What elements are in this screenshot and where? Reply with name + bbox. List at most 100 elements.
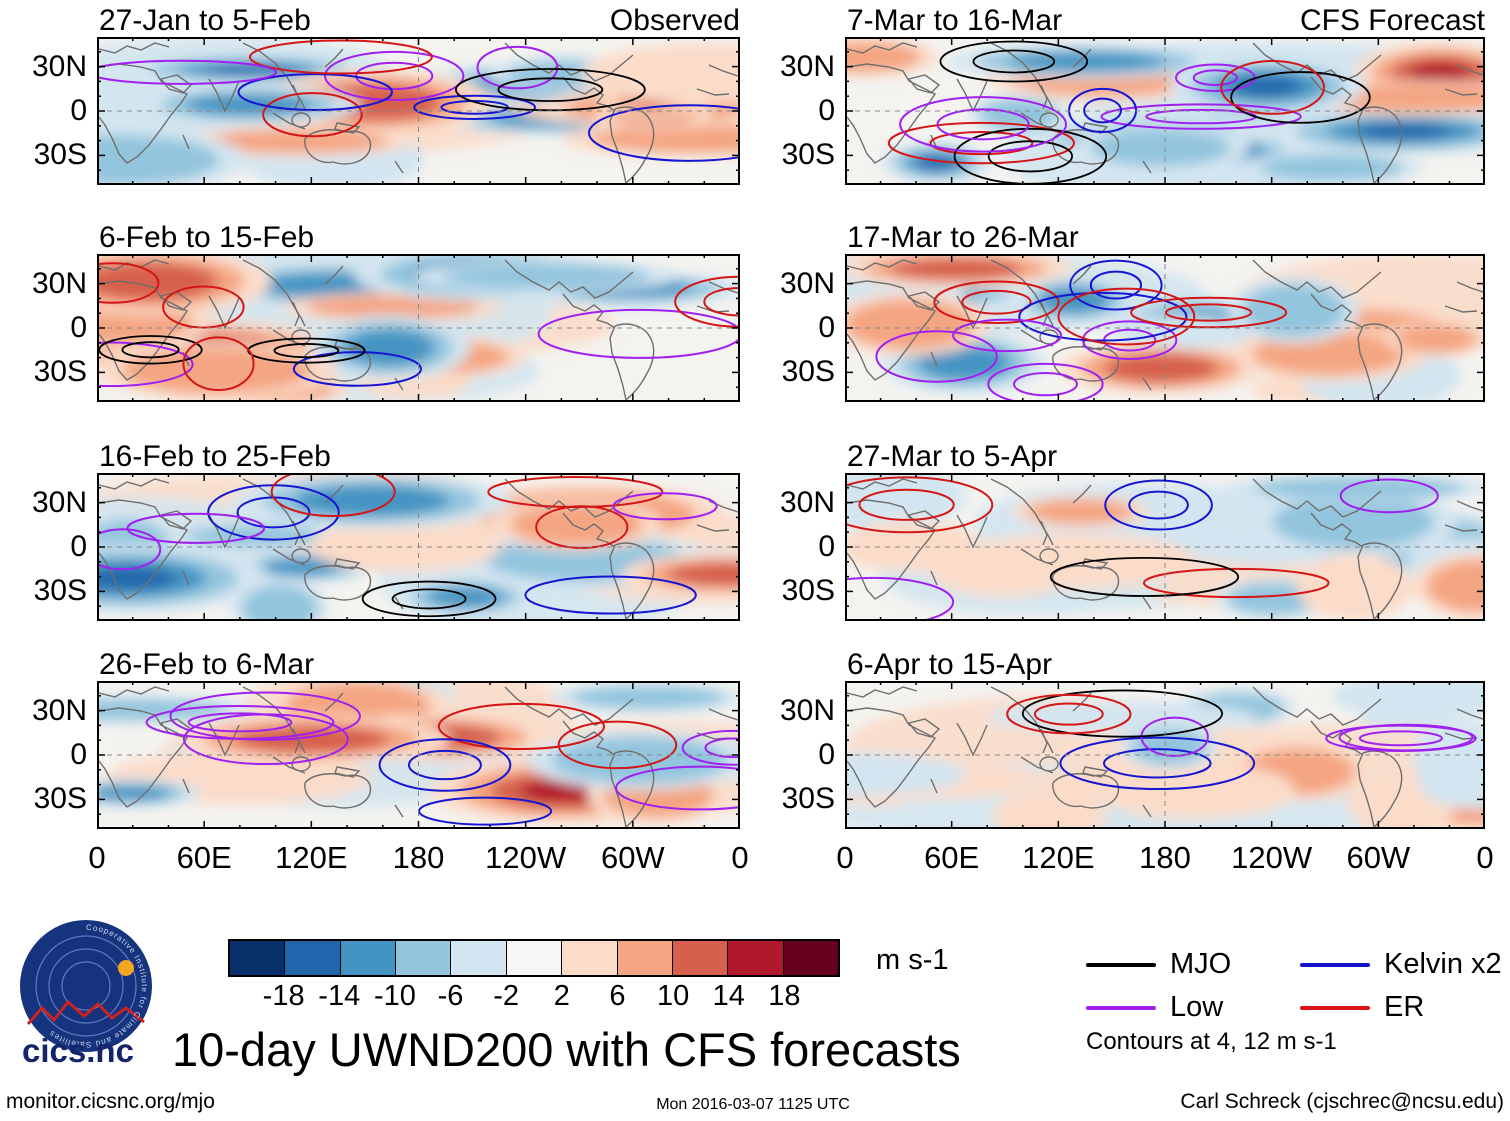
x-tick-label: 0: [731, 840, 749, 875]
colorbar-segment: [783, 941, 838, 975]
y-tick-label: 30N: [31, 266, 87, 300]
panel-observed-row1: 30N 0 30S 27-Jan to 5-Feb Observed: [2, 4, 740, 185]
logo-mountains-icon: [26, 999, 145, 1025]
panel-header: 27-Jan to 5-Feb Observed: [97, 4, 740, 37]
x-tick-label: 60W: [1346, 840, 1411, 875]
y-tick-label: 30N: [779, 485, 835, 519]
colorbar-segment: [340, 941, 397, 975]
panel-observed-row3: 30N 0 30S 16-Feb to 25-Feb: [2, 440, 740, 621]
y-tick-label: 30S: [781, 782, 835, 815]
y-tick-label: 30N: [31, 693, 87, 727]
x-tick-label: 180: [1139, 840, 1191, 875]
map-observed-row4: [97, 681, 740, 829]
panel-forecast-row3: 30N 0 30S 27-Mar to 5-Apr: [750, 440, 1485, 621]
y-tick-label: 30S: [33, 782, 87, 815]
y-tick-label: 30N: [779, 266, 835, 300]
colorbar: [228, 939, 840, 977]
colorbar-segment: [728, 941, 784, 975]
x-tick-label: 0: [88, 840, 106, 875]
map-observed-row2: [97, 254, 740, 402]
footer-url: monitor.cicsnc.org/mjo: [6, 1090, 215, 1113]
map-forecast-row2: [845, 254, 1485, 402]
colorbar-segment: [562, 941, 618, 975]
y-tick-label: 0: [70, 738, 87, 771]
map-forecast-row3: [845, 473, 1485, 621]
colorbar-tick-label: -6: [437, 980, 464, 1012]
colorbar-segment: [451, 941, 507, 975]
colorbar-tick-label: 6: [609, 980, 626, 1012]
x-tick-label: 120W: [485, 840, 567, 875]
footer-timestamp: Mon 2016-03-07 1125 UTC: [656, 1096, 850, 1113]
colorbar-labels: -18 -14 -10 -6 -2 2 6 10 14 18: [228, 980, 840, 1014]
map-forecast-row1: [845, 37, 1485, 185]
y-axis-labels: 30N 0 30S: [750, 440, 845, 621]
panel-date-range: 16-Feb to 25-Feb: [99, 440, 331, 473]
panel-date-range: 26-Feb to 6-Mar: [99, 648, 315, 681]
colorbar-tick-label: -10: [373, 980, 416, 1012]
y-tick-label: 30S: [33, 355, 87, 388]
y-axis-labels: 30N 0 30S: [2, 221, 97, 402]
x-tick-label: 0: [836, 840, 854, 875]
panel-header: 7-Mar to 16-Mar CFS Forecast: [845, 4, 1485, 37]
panel-forecast-row4: 30N 0 30S 6-Apr to 15-Apr: [750, 648, 1485, 829]
colorbar-segment: [617, 941, 673, 975]
legend-line-kelvin: [1300, 963, 1370, 967]
page-title: 10-day UWND200 with CFS forecasts: [172, 1023, 961, 1076]
panel-date-range: 6-Feb to 15-Feb: [99, 221, 315, 254]
y-tick-label: 30S: [781, 574, 835, 607]
panel-observed-row2: 30N 0 30S 6-Feb to 15-Feb: [2, 221, 740, 402]
y-tick-label: 0: [818, 738, 835, 771]
panel-header: 26-Feb to 6-Mar: [97, 648, 740, 681]
legend-line-low: [1086, 1006, 1156, 1010]
colorbar-segment: [672, 941, 729, 975]
y-axis-labels: 30N 0 30S: [750, 4, 845, 185]
panel-forecast-row1: 30N 0 30S 7-Mar to 16-Mar CFS Forecast: [750, 4, 1485, 185]
colorbar-units: m s-1: [876, 944, 949, 976]
panel-header: 6-Apr to 15-Apr: [845, 648, 1485, 681]
y-axis-labels: 30N 0 30S: [2, 4, 97, 185]
panel-observed-row4: 30N 0 30S 26-Feb to 6-Mar: [2, 648, 740, 829]
y-axis-labels: 30N 0 30S: [2, 648, 97, 829]
panel-header: 27-Mar to 5-Apr: [845, 440, 1485, 473]
map-observed-row3: [97, 473, 740, 621]
panel-header: 6-Feb to 15-Feb: [97, 221, 740, 254]
x-tick-label: 120E: [1022, 840, 1095, 875]
colorbar-tick-label: 14: [712, 980, 745, 1012]
y-tick-label: 0: [818, 311, 835, 344]
legend-line-mjo: [1086, 963, 1156, 967]
colorbar-segment: [285, 941, 341, 975]
colorbar-tick-label: -18: [262, 980, 305, 1012]
x-axis-forecast: 0 60E 120E 180 120W 60W 0: [836, 840, 1493, 880]
x-tick-label: 60W: [600, 840, 665, 875]
footer-credit: Carl Schreck (cjschrec@ncsu.edu): [1180, 1090, 1504, 1113]
logo-wordmark: cics.nc: [22, 1032, 134, 1069]
x-tick-label: 60E: [924, 840, 980, 875]
y-tick-label: 30S: [781, 355, 835, 388]
colorbar-tick-label: 2: [553, 980, 570, 1012]
x-tick-label: 60E: [176, 840, 232, 875]
y-tick-label: 30N: [779, 49, 835, 83]
cicsnc-logo: Cooperative Institute for Climate and Sa…: [20, 920, 152, 1069]
colorbar-segment: [396, 941, 452, 975]
x-tick-label: 120W: [1231, 840, 1313, 875]
legend-label-er: ER: [1384, 991, 1425, 1023]
map-forecast-row4: [845, 681, 1485, 829]
logo-sun-icon: [118, 960, 134, 976]
y-tick-label: 30S: [33, 574, 87, 607]
legend-label-low: Low: [1170, 991, 1224, 1023]
panel-header: 17-Mar to 26-Mar: [845, 221, 1485, 254]
logo-ring: [48, 948, 124, 1024]
y-axis-labels: 30N 0 30S: [2, 440, 97, 621]
panel-header: 16-Feb to 25-Feb: [97, 440, 740, 473]
x-axis-observed: 0 60E 120E 180 120W 60W 0: [88, 840, 748, 880]
panel-date-range: 17-Mar to 26-Mar: [847, 221, 1079, 254]
colorbar-segment: [506, 941, 563, 975]
legend-label-kelvin: Kelvin x2: [1384, 948, 1502, 980]
panel-date-range: 27-Mar to 5-Apr: [847, 440, 1058, 473]
colorbar-tick-label: -14: [318, 980, 361, 1012]
y-tick-label: 30N: [31, 49, 87, 83]
y-tick-label: 0: [818, 530, 835, 563]
colorbar-tick-label: 18: [768, 980, 801, 1012]
column-header-observed: Observed: [609, 4, 740, 37]
y-tick-label: 0: [818, 94, 835, 127]
